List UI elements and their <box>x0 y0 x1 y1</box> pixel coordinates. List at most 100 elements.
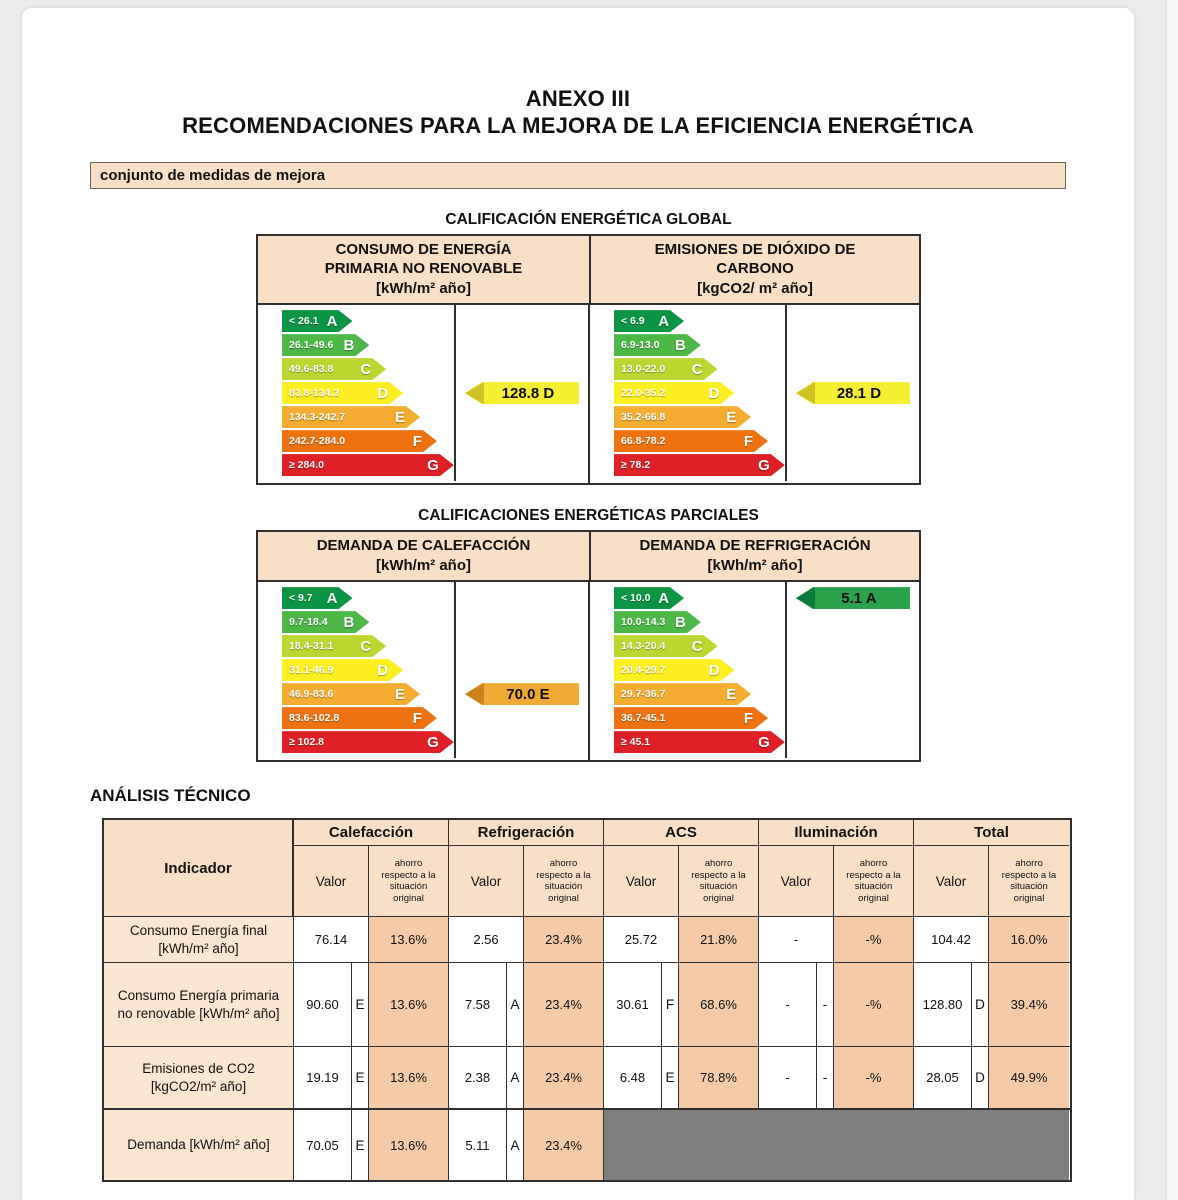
scale-arrow-B: 9.7-18.4 B <box>282 611 369 633</box>
cell-ahorro: 16.0% <box>989 917 1069 963</box>
scale-arrow-C: 13.0-22.0 C <box>614 358 718 380</box>
analysis-table: Indicador Calefacción Refrigeración ACS … <box>102 818 1072 1183</box>
subheader-valor: Valor <box>759 846 834 917</box>
cell-ahorro: 68.6% <box>679 963 759 1047</box>
refrigeracion-energy-scale: < 10.0 A 10.0-14.3 B 14.3-20.4 C 20.4-29.7 D 29.… <box>588 582 785 761</box>
cell-value-number: 7.58 <box>464 997 491 1013</box>
cell-ahorro: 78.8% <box>679 1047 759 1109</box>
cell-rating-letter: - <box>816 963 833 1047</box>
scale-arrow-A: < 10.0 A <box>614 587 684 609</box>
blocked-cells <box>604 1110 1069 1181</box>
scale-range: 83.6-102.8 <box>289 712 340 725</box>
cell-value-number: 28.05 <box>926 1070 959 1086</box>
subheader-valor: Valor <box>914 846 989 917</box>
measures-set-box: conjunto de medidas de mejora <box>90 161 1066 189</box>
scale-arrow-F: 83.6-102.8 F <box>282 707 437 729</box>
refrigeracion-value-arrow: 5.1 A <box>795 587 910 610</box>
scale-arrow-C: 14.3-20.4 C <box>614 635 718 657</box>
document-content: ANEXO III RECOMENDACIONES PARA LA MEJORA… <box>22 8 1134 1183</box>
cell-ahorro: 23.4% <box>524 963 604 1047</box>
scale-range: 35.2-66.8 <box>621 411 666 424</box>
cell-valor: 128.80 D <box>914 963 989 1047</box>
subheader-ahorro: ahorro respecto a la situación original <box>679 846 759 917</box>
subheader-valor: Valor <box>449 846 524 917</box>
scale-range: 36.7-45.1 <box>621 712 666 725</box>
scale-letter: G <box>427 733 439 751</box>
cell-valor: 90.60 E <box>294 963 369 1047</box>
analysis-heading: ANÁLISIS TÉCNICO <box>90 786 251 806</box>
document-title: ANEXO III RECOMENDACIONES PARA LA MEJORA… <box>90 86 1066 140</box>
cell-ahorro: 21.8% <box>679 917 759 963</box>
analysis-table-header: Indicador Calefacción Refrigeración ACS … <box>104 820 1070 917</box>
scale-arrow-A: < 26.1 A <box>282 310 352 332</box>
analysis-row: Emisiones de CO2 [kgCO2/m² año] 19.19 E 13.… <box>104 1046 1070 1109</box>
scale-range: 20.4-29.7 <box>621 664 666 677</box>
scale-arrow-G: ≥ 45.1 G <box>614 731 785 753</box>
emisiones-header-text: EMISIONES DE DIÓXIDO DE CARBONO <box>654 240 856 278</box>
scale-arrow-A: < 9.7 A <box>282 587 352 609</box>
emisiones-header-units: [kgCO2/ m² año] <box>697 279 813 297</box>
scale-arrow-G: ≥ 102.8 G <box>282 731 454 753</box>
cell-value-number: - <box>793 932 799 948</box>
global-rating-title: CALIFICACIÓN ENERGÉTICA GLOBAL <box>445 210 732 228</box>
scale-letter: F <box>743 709 754 727</box>
subheader-ahorro: ahorro respecto a la situación original <box>524 846 604 917</box>
cell-rating-letter: - <box>816 1047 833 1109</box>
group-header-calefaccion: Calefacción <box>294 820 449 847</box>
scale-letter: G <box>758 456 770 474</box>
subheader-valor: Valor <box>604 846 679 917</box>
partial-rating-table: DEMANDA DE CALEFACCIÓN [kWh/m² año] DEMA… <box>256 530 921 763</box>
cell-ahorro: 39.4% <box>989 963 1069 1047</box>
refrigeracion-header-units: [kWh/m² año] <box>707 556 803 574</box>
partial-rating-body: < 9.7 A 9.7-18.4 B 18.4-31.1 C 31.1-46.9 D 46.9-… <box>258 582 919 761</box>
global-rating-section: CALIFICACIÓN ENERGÉTICA GLOBAL CONSUMO D… <box>90 211 1066 486</box>
cell-rating-letter: E <box>351 1047 368 1109</box>
scale-letter: C <box>691 360 703 378</box>
scale-letter: E <box>726 408 737 426</box>
cell-value-number: 90.60 <box>306 997 339 1013</box>
cell-value-number: - <box>785 997 790 1013</box>
scale-letter: F <box>412 432 422 450</box>
scale-letter: E <box>395 685 406 703</box>
emisiones-value-column: 28.1 D <box>784 305 919 482</box>
value-arrow-text: 128.8 D <box>501 384 555 402</box>
scale-range: 22.0-35.2 <box>621 387 666 400</box>
cell-value-number: 19.19 <box>306 1070 339 1086</box>
scale-range: < 26.1 <box>289 315 319 328</box>
scale-range: 18.4-31.1 <box>289 640 334 653</box>
value-arrow-tip <box>464 382 484 405</box>
scale-arrow-E: 29.7-36.7 E <box>614 683 751 705</box>
emisiones-energy-scale: < 6.9 A 6.9-13.0 B 13.0-22.0 C 22.0-35.2 D 35.2-… <box>588 305 785 484</box>
group-header-total: Total <box>914 820 1069 847</box>
global-rating-table: CONSUMO DE ENERGÍA PRIMARIA NO RENOVABLE… <box>256 233 921 486</box>
scrollbar[interactable] <box>1166 0 1178 1200</box>
scale-letter: F <box>412 709 422 727</box>
analysis-row: Consumo Energía final [kWh/m² año] 76.14 1… <box>104 916 1070 963</box>
scale-range: 242.7-284.0 <box>289 435 346 448</box>
cell-rating-letter: E <box>661 1047 678 1109</box>
scale-letter: B <box>343 613 355 631</box>
value-arrow-text: 28.1 D <box>836 384 882 402</box>
scale-range: ≥ 284.0 <box>289 459 324 472</box>
consumo-column-header: CONSUMO DE ENERGÍA PRIMARIA NO RENOVABLE… <box>258 236 589 304</box>
cell-value-number: 25.72 <box>624 932 658 948</box>
calefaccion-value-column: 70.0 E <box>453 582 588 759</box>
scale-letter: A <box>658 589 670 607</box>
value-arrow-tip <box>795 587 815 610</box>
global-rating-body: < 26.1 A 26.1-49.6 B 49.6-83.8 C 83.8-134.3 D 13… <box>258 305 919 484</box>
scale-range: 134.3-242.7 <box>289 411 346 424</box>
cell-rating-letter: F <box>661 963 678 1047</box>
cell-rating-letter: A <box>506 1047 523 1109</box>
scale-range: 10.0-14.3 <box>621 616 666 629</box>
analysis-row: Consumo Energía primaria no renovable [k… <box>104 962 1070 1047</box>
group-header-acs: ACS <box>604 820 759 847</box>
cell-ahorro: 13.6% <box>369 917 449 963</box>
cell-ahorro: 23.4% <box>524 917 604 963</box>
subheader-ahorro: ahorro respecto a la situación original <box>834 846 914 917</box>
scale-letter: D <box>708 661 720 679</box>
scale-range: 26.1-49.6 <box>289 339 334 352</box>
cell-ahorro: 13.6% <box>369 1110 449 1181</box>
scale-range: 83.8-134.3 <box>289 387 340 400</box>
refrigeracion-value-column: 5.1 A <box>784 582 919 759</box>
